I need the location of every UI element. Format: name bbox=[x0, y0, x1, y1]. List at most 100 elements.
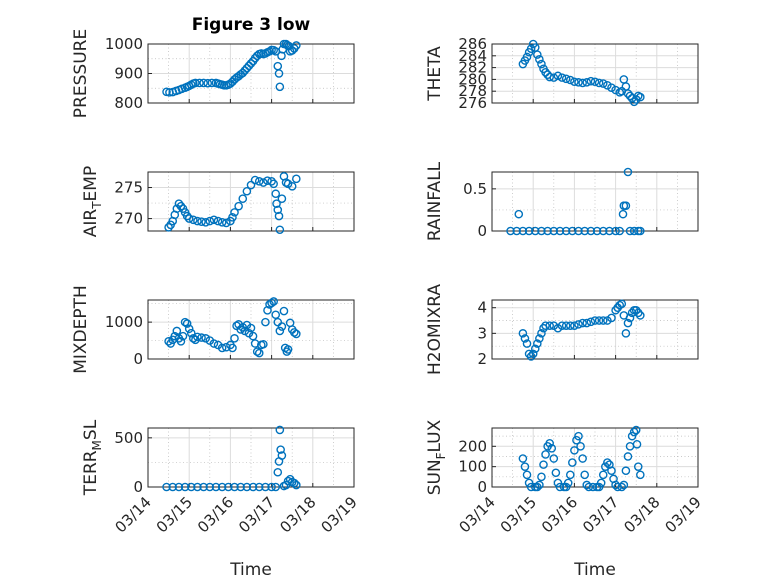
data-point bbox=[168, 482, 178, 492]
data-point bbox=[164, 336, 173, 346]
data-point bbox=[174, 482, 184, 492]
data-point bbox=[557, 73, 567, 82]
data-point bbox=[211, 482, 221, 492]
data-point bbox=[621, 201, 631, 211]
data-point bbox=[238, 194, 248, 204]
data-series bbox=[506, 167, 645, 236]
data-point bbox=[292, 41, 301, 50]
y-tick-label: 100 bbox=[458, 458, 487, 476]
data-point bbox=[535, 55, 544, 64]
data-point bbox=[512, 226, 522, 236]
y-axis-label: RAINFALL bbox=[425, 161, 445, 241]
data-point bbox=[189, 334, 198, 343]
data-point bbox=[611, 305, 620, 315]
data-point bbox=[582, 318, 592, 328]
data-point bbox=[520, 462, 530, 471]
data-point bbox=[180, 482, 190, 492]
data-point bbox=[615, 226, 625, 236]
data-point bbox=[267, 177, 276, 186]
data-point bbox=[228, 213, 237, 222]
data-point bbox=[259, 178, 268, 187]
data-point bbox=[526, 44, 536, 54]
y-axis-label: THETA bbox=[425, 46, 445, 102]
data-point bbox=[537, 226, 546, 236]
data-point bbox=[565, 470, 575, 480]
x-axis-label: Time bbox=[573, 560, 616, 580]
data-point bbox=[555, 226, 565, 236]
y-tick-label: 0 bbox=[477, 222, 487, 240]
data-point bbox=[199, 482, 208, 492]
y-tick-label: 284 bbox=[458, 47, 487, 65]
subplot-mixdepth: 0 1000 MIXDEPTH bbox=[71, 285, 355, 374]
data-point bbox=[594, 482, 604, 492]
data-point bbox=[563, 478, 573, 488]
axes-border bbox=[491, 299, 699, 360]
data-point bbox=[547, 444, 557, 453]
data-point bbox=[565, 75, 575, 85]
y-tick-label: 800 bbox=[114, 94, 143, 112]
data-point bbox=[248, 482, 258, 492]
data-point bbox=[250, 339, 260, 348]
data-series bbox=[518, 299, 645, 361]
subplot-rainfall: 0 0.5 RAINFALL bbox=[425, 161, 699, 241]
data-point bbox=[522, 52, 532, 62]
data-point bbox=[578, 454, 587, 463]
data-point bbox=[526, 482, 536, 492]
axes-frame bbox=[491, 427, 699, 488]
data-point bbox=[632, 439, 642, 449]
data-series bbox=[518, 425, 645, 492]
data-point bbox=[570, 321, 579, 330]
data-point bbox=[279, 306, 289, 316]
data-point bbox=[272, 199, 281, 208]
data-series bbox=[162, 39, 301, 97]
data-point bbox=[598, 226, 608, 236]
data-point bbox=[184, 214, 194, 223]
data-point bbox=[530, 344, 540, 354]
y-tick-label: 286 bbox=[458, 35, 487, 53]
axes-frame bbox=[491, 43, 699, 104]
data-point bbox=[271, 189, 281, 199]
axes-border bbox=[147, 299, 355, 360]
data-point bbox=[246, 59, 256, 68]
data-point bbox=[537, 329, 546, 338]
data-series bbox=[518, 39, 645, 107]
data-point bbox=[611, 85, 620, 95]
data-point bbox=[522, 470, 532, 480]
data-point bbox=[193, 332, 202, 342]
figure-title: Figure 3 low bbox=[192, 15, 311, 35]
data-point bbox=[574, 226, 583, 236]
data-point bbox=[561, 74, 571, 84]
data-point bbox=[618, 209, 628, 219]
data-point bbox=[623, 452, 633, 461]
data-point bbox=[582, 78, 592, 87]
data-point bbox=[631, 305, 641, 315]
data-point bbox=[553, 478, 563, 488]
data-point bbox=[292, 480, 301, 490]
data-point bbox=[224, 482, 233, 492]
subplot-air-temp: 270 275 AIRTEMP bbox=[81, 166, 355, 237]
data-point bbox=[283, 345, 293, 354]
data-point bbox=[184, 324, 194, 334]
data-point bbox=[276, 445, 285, 454]
data-point bbox=[261, 317, 270, 327]
data-point bbox=[576, 442, 585, 451]
data-point bbox=[543, 226, 552, 236]
x-tick-label: 03/16 bbox=[194, 493, 237, 536]
y-axis-label: MIXDEPTH bbox=[71, 285, 91, 374]
data-point bbox=[561, 482, 571, 492]
data-point bbox=[537, 59, 546, 69]
x-tick-label: 03/15 bbox=[497, 493, 540, 536]
data-point bbox=[607, 466, 616, 476]
data-point bbox=[518, 329, 528, 338]
y-tick-label: 3 bbox=[477, 324, 487, 342]
data-point bbox=[621, 329, 631, 338]
data-point bbox=[561, 321, 571, 330]
data-point bbox=[209, 215, 219, 225]
data-point bbox=[578, 318, 587, 328]
data-point bbox=[267, 298, 276, 308]
y-axis-label: PRESSURE bbox=[71, 29, 91, 118]
x-tick-label: 03/17 bbox=[235, 493, 278, 536]
